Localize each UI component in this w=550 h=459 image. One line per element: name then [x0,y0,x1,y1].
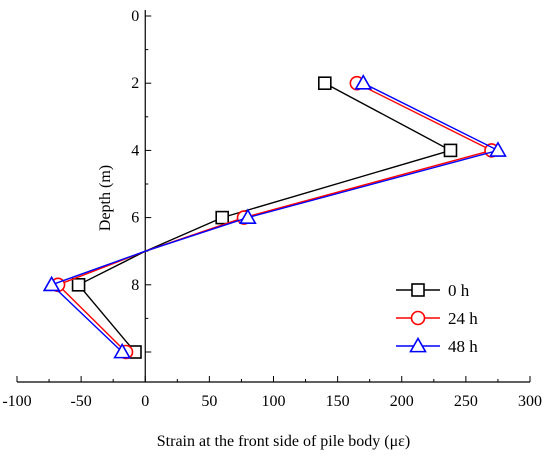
x-tick-label: -100 [2,393,31,410]
y-tick-label: 4 [131,142,139,159]
y-tick-label: 6 [131,210,139,227]
legend-marker [411,283,425,297]
legend-marker [410,310,426,326]
x-tick-label: 50 [201,393,217,410]
x-tick-label: 100 [262,393,286,410]
y-tick-label: 2 [131,75,139,92]
legend: 0 h 24 h 48 h [396,281,478,356]
series-line [56,82,494,353]
x-tick-label: -50 [70,393,91,410]
y-tick-label: 8 [131,277,139,294]
x-tick-label: 250 [454,393,478,410]
data-point-marker [238,208,257,225]
y-tick-label: 0 [131,8,139,25]
data-point-marker [113,342,132,359]
legend-item-24-h: 24 h [396,309,478,328]
series-line [77,82,453,353]
legend-label: 48 h [448,337,478,356]
data-point-marker [215,210,229,225]
series-layer [42,74,507,360]
y-axis-title: Depth (m) [97,165,114,231]
legend-item-0-h: 0 h [396,281,470,300]
series-48-h [42,74,507,359]
series-0-h [71,76,458,359]
x-tick-label: 150 [326,393,350,410]
data-point-marker [317,76,332,90]
series-24-h [50,75,499,360]
data-point-marker [354,74,373,90]
legend-label: 24 h [448,309,478,328]
x-axis-title: Strain at the front side of pile body (μ… [157,433,410,450]
data-point-marker [71,277,86,292]
data-point-marker [443,143,458,158]
legend-marker [409,336,427,353]
x-tick-label: 200 [390,393,414,410]
legend-item-48-h: 48 h [396,336,478,356]
data-point-marker [42,275,61,292]
x-tick-label: 0 [141,393,149,410]
series-line [50,82,500,353]
data-point-marker [489,141,507,157]
x-tick-label: 300 [518,393,542,410]
legend-label: 0 h [448,281,470,300]
